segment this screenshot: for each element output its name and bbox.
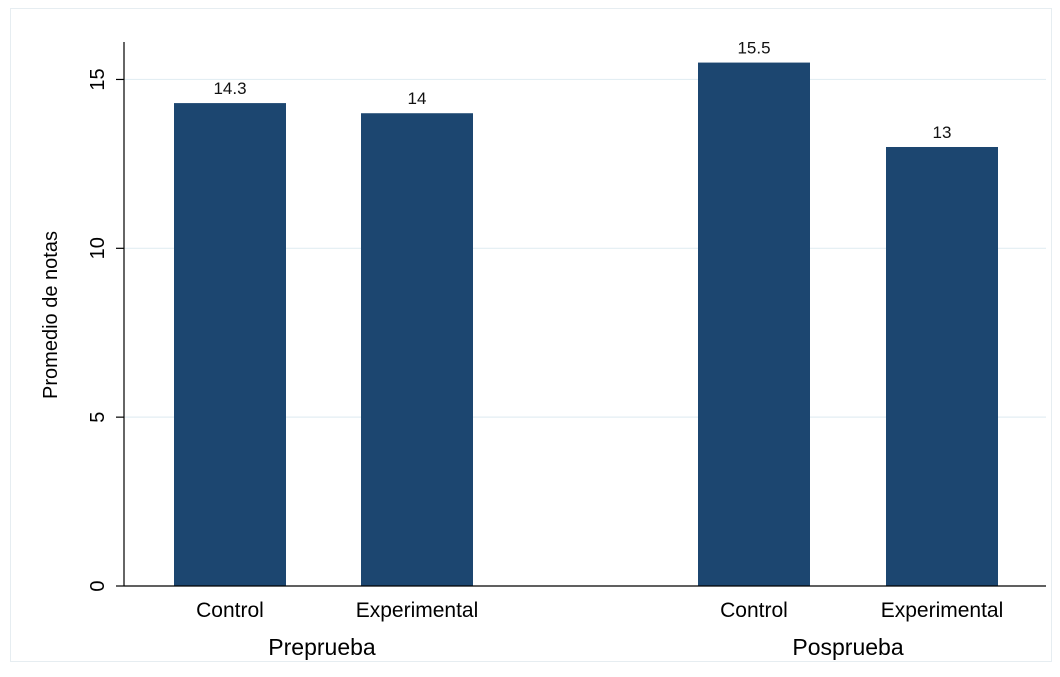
x-group-label: Posprueba [792,634,903,660]
bar [174,103,286,587]
y-tick-label: 5 [87,412,109,423]
bar-value-label: 13 [933,123,952,142]
x-category-label: Control [720,599,788,622]
bar [886,146,998,586]
x-group-label: Preprueba [268,634,376,660]
x-category-label: Control [196,599,264,622]
bar-value-label: 14.3 [213,79,246,98]
y-tick-label: 10 [87,237,109,259]
y-tick-label: 15 [87,68,109,90]
bar-chart: Promedio de notas 0 5 10 15 14.3 Control 14 Exp… [40,39,1046,660]
x-category-label: Experimental [881,599,1004,622]
bar-value-label: 14 [408,89,427,108]
bar [361,113,473,586]
x-category-label: Experimental [356,599,479,622]
y-axis-label: Promedio de notas [40,231,62,399]
bar-value-label: 15.5 [737,39,770,58]
y-tick-label: 0 [87,580,109,591]
labels-layer: 0 5 10 15 14.3 Control 14 Experimental Preprueba… [87,39,1003,660]
bar [698,62,810,587]
bars-layer [174,62,998,587]
chart-figure: Promedio de notas 0 5 10 15 14.3 Control 14 Exp… [10,8,1052,662]
axis-layer [123,42,1046,587]
